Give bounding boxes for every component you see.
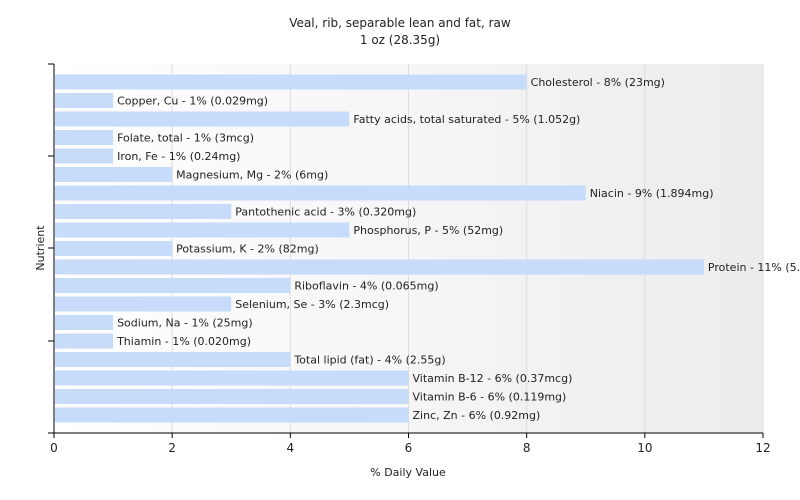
bar-label: Sodium, Na - 1% (25mg) — [117, 317, 253, 330]
bar — [55, 407, 409, 423]
x-tick-label: 12 — [755, 441, 770, 455]
bar — [55, 370, 409, 386]
bar-label: Magnesium, Mg - 2% (6mg) — [176, 169, 328, 182]
bar — [55, 259, 704, 275]
bar-label: Pantothenic acid - 3% (0.320mg) — [235, 206, 416, 219]
bar — [55, 222, 350, 238]
bar — [55, 278, 291, 293]
bar-label: Protein - 11% (5.35g) — [708, 261, 800, 274]
bar-label: Riboflavin - 4% (0.065mg) — [294, 280, 438, 293]
bar-label: Total lipid (fat) - 4% (2.55g) — [293, 354, 445, 367]
x-tick-label: 6 — [405, 441, 413, 455]
bar-label: Iron, Fe - 1% (0.24mg) — [117, 150, 240, 163]
bar — [55, 93, 114, 108]
bar — [55, 185, 586, 201]
bar-label: Cholesterol - 8% (23mg) — [531, 76, 665, 89]
chart-title: Veal, rib, separable lean and fat, raw — [289, 16, 511, 30]
bar-label: Potassium, K - 2% (82mg) — [176, 243, 319, 256]
bar — [55, 333, 114, 349]
y-axis-label: Nutrient — [34, 225, 47, 271]
bar — [55, 148, 114, 164]
bar-label: Phosphorus, P - 5% (52mg) — [353, 224, 503, 237]
bar — [55, 130, 114, 145]
x-tick-label: 0 — [50, 441, 58, 455]
bar — [55, 74, 527, 90]
x-tick-label: 4 — [287, 441, 295, 455]
bar-series: Cholesterol - 8% (23mg) Copper, Cu - 1% (… — [55, 74, 800, 423]
bar — [55, 204, 232, 219]
bar — [55, 296, 232, 312]
x-tick-label: 8 — [523, 441, 531, 455]
bar — [55, 389, 409, 404]
bar-label: Niacin - 9% (1.894mg) — [590, 187, 714, 200]
bar-label: Thiamin - 1% (0.020mg) — [116, 335, 251, 348]
bar — [55, 241, 173, 256]
x-tick-label: 10 — [637, 441, 652, 455]
bar — [55, 315, 114, 330]
bar-label: Vitamin B-12 - 6% (0.37mcg) — [413, 372, 573, 385]
x-axis-label: % Daily Value — [370, 466, 446, 479]
bar-label: Folate, total - 1% (3mcg) — [117, 132, 254, 145]
bar — [55, 352, 291, 367]
bar-label: Fatty acids, total saturated - 5% (1.052… — [353, 113, 580, 126]
bar — [55, 111, 350, 127]
axes: 0 2 4 6 8 10 12 — [48, 63, 771, 455]
bar — [55, 167, 173, 182]
bar-label: Copper, Cu - 1% (0.029mg) — [117, 95, 268, 108]
bar-label: Vitamin B-6 - 6% (0.119mg) — [413, 391, 567, 404]
chart-subtitle: 1 oz (28.35g) — [360, 33, 440, 47]
bar-label: Zinc, Zn - 6% (0.92mg) — [413, 409, 541, 422]
bar-label: Selenium, Se - 3% (2.3mcg) — [235, 298, 389, 311]
x-tick-label: 2 — [168, 441, 176, 455]
